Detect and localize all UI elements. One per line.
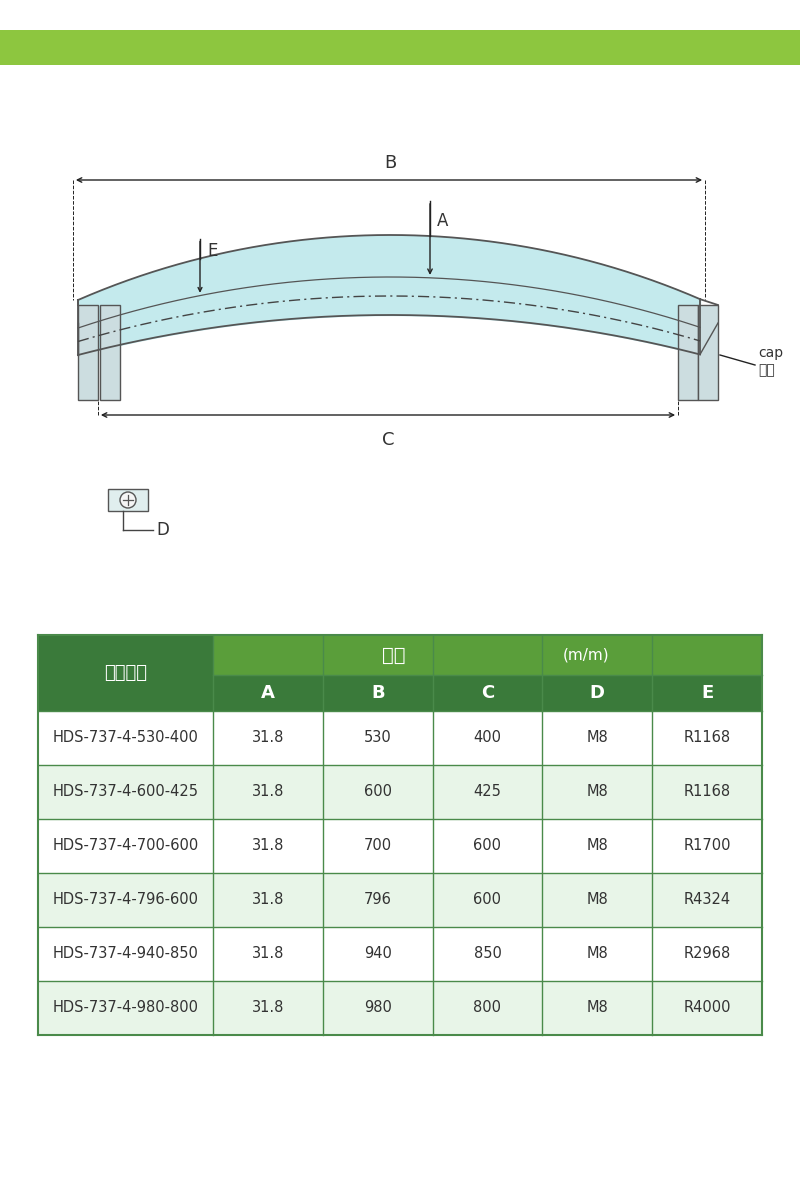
Bar xyxy=(0,30,800,65)
Text: HDS-737-4-600-425: HDS-737-4-600-425 xyxy=(53,785,198,799)
Text: E: E xyxy=(207,241,218,259)
Text: 980: 980 xyxy=(364,1001,392,1015)
Text: cap: cap xyxy=(758,346,783,360)
Text: HDS-737-4-940-850: HDS-737-4-940-850 xyxy=(53,947,198,961)
Text: 800: 800 xyxy=(474,1001,502,1015)
Text: M8: M8 xyxy=(586,785,608,799)
Text: 940: 940 xyxy=(364,947,392,961)
Bar xyxy=(213,635,762,674)
Text: 31.8: 31.8 xyxy=(252,785,284,799)
Bar xyxy=(38,982,762,1034)
Text: B: B xyxy=(371,684,385,702)
Text: R1168: R1168 xyxy=(683,785,730,799)
Text: HDS-737-4-980-800: HDS-737-4-980-800 xyxy=(53,1001,198,1015)
Bar xyxy=(38,766,762,818)
Text: R1168: R1168 xyxy=(683,731,730,745)
Text: M8: M8 xyxy=(586,1001,608,1015)
Text: HDS-737-4-530-400: HDS-737-4-530-400 xyxy=(53,731,198,745)
Text: HDS-737-4-700-600: HDS-737-4-700-600 xyxy=(52,839,198,853)
Text: A: A xyxy=(261,684,275,702)
Bar xyxy=(38,818,762,874)
Text: M8: M8 xyxy=(586,839,608,853)
Text: M8: M8 xyxy=(586,893,608,907)
Bar xyxy=(698,305,718,400)
Text: 600: 600 xyxy=(364,785,392,799)
Text: 425: 425 xyxy=(474,785,502,799)
Text: HDS-737-4-796-600: HDS-737-4-796-600 xyxy=(53,893,198,907)
Text: 31.8: 31.8 xyxy=(252,839,284,853)
Text: R4000: R4000 xyxy=(683,1001,731,1015)
Text: 31.8: 31.8 xyxy=(252,893,284,907)
Text: 蓋子: 蓋子 xyxy=(758,362,774,377)
Bar xyxy=(108,490,148,511)
Bar xyxy=(38,710,762,766)
Text: (m/m): (m/m) xyxy=(563,648,610,662)
Bar xyxy=(213,674,762,710)
Bar xyxy=(38,874,762,926)
Text: 31.8: 31.8 xyxy=(252,947,284,961)
Text: M8: M8 xyxy=(586,947,608,961)
Text: A: A xyxy=(437,212,448,230)
Text: B: B xyxy=(384,154,396,172)
Text: 600: 600 xyxy=(474,839,502,853)
Text: 530: 530 xyxy=(364,731,391,745)
Text: 700: 700 xyxy=(364,839,392,853)
Circle shape xyxy=(120,492,136,508)
Text: 尺寸: 尺寸 xyxy=(382,646,406,665)
Text: D: D xyxy=(156,521,169,539)
Bar xyxy=(38,926,762,982)
Bar xyxy=(100,305,120,400)
Text: R4324: R4324 xyxy=(683,893,730,907)
Text: E: E xyxy=(701,684,714,702)
Text: 31.8: 31.8 xyxy=(252,1001,284,1015)
Text: R2968: R2968 xyxy=(683,947,730,961)
Text: 600: 600 xyxy=(474,893,502,907)
Text: 31.8: 31.8 xyxy=(252,731,284,745)
Text: 850: 850 xyxy=(474,947,502,961)
Bar xyxy=(678,305,698,400)
Text: 產品型號: 產品型號 xyxy=(104,664,147,682)
Bar xyxy=(38,635,213,710)
Text: 796: 796 xyxy=(364,893,392,907)
Text: R1700: R1700 xyxy=(683,839,731,853)
Text: D: D xyxy=(590,684,605,702)
Text: 400: 400 xyxy=(474,731,502,745)
Text: C: C xyxy=(481,684,494,702)
Text: C: C xyxy=(382,431,394,449)
Bar xyxy=(78,305,98,400)
Text: M8: M8 xyxy=(586,731,608,745)
